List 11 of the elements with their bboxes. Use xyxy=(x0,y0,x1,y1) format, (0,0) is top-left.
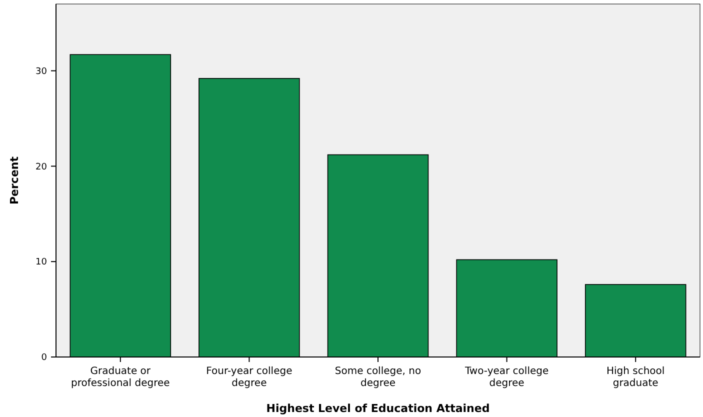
y-tick-label: 0 xyxy=(41,353,48,364)
x-tick-label: High school graduate xyxy=(606,366,665,389)
x-tick-label: Graduate or professional degree xyxy=(70,366,170,389)
y-tick-label: 30 xyxy=(36,66,48,77)
x-tick-label: Four-year college degree xyxy=(206,366,292,389)
x-tick-label: Some college, no degree xyxy=(334,366,422,389)
y-tick-label: 10 xyxy=(36,258,48,268)
y-axis-title: Percent xyxy=(8,156,21,205)
x-tick-label: Two-year college degree xyxy=(464,366,549,389)
x-axis-title: Highest Level of Education Attained xyxy=(266,402,490,415)
y-tick-label: 20 xyxy=(36,162,48,172)
